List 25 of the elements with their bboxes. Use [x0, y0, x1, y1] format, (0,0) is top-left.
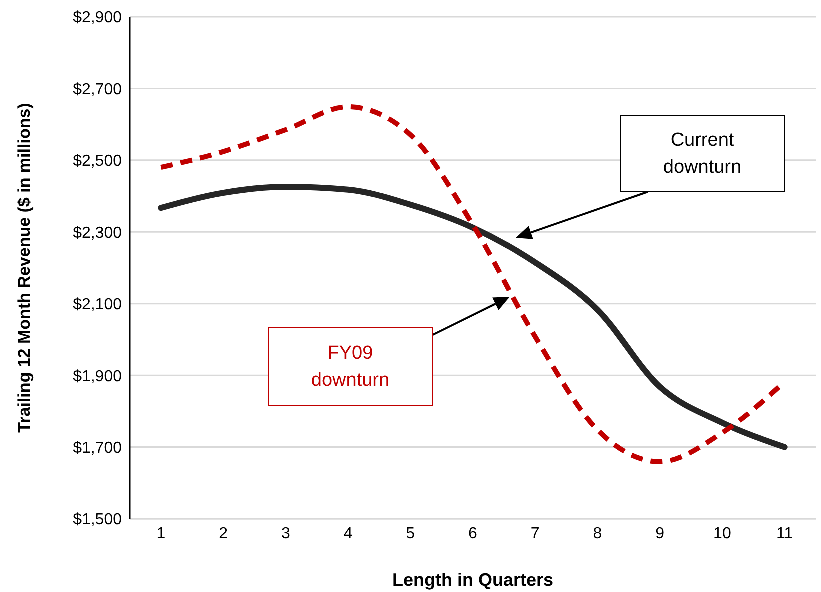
- x-tick-label: 2: [219, 525, 228, 542]
- x-tick-label: 10: [714, 525, 732, 542]
- x-tick-label: 5: [406, 525, 416, 542]
- y-tick-label: $2,500: [73, 153, 122, 170]
- x-tick-label: 3: [281, 525, 290, 542]
- x-tick-label: 7: [530, 525, 540, 542]
- y-tick-label: $1,700: [73, 440, 122, 457]
- y-tick-label: $1,900: [73, 368, 122, 386]
- x-axis-title: Length in Quarters: [392, 570, 554, 590]
- y-tick-label: $1,500: [73, 512, 122, 529]
- y-tick-label: $2,100: [73, 296, 122, 314]
- y-tick-label: $2,900: [73, 10, 122, 27]
- x-tick-label: 4: [344, 525, 353, 542]
- note-box: FY09 downturn: [268, 327, 433, 406]
- x-tick-label: 9: [656, 525, 665, 542]
- annotation: FY09 downturn: [310, 342, 391, 392]
- x-tick-label: 8: [593, 525, 602, 542]
- y-tick-label: $2,300: [73, 224, 122, 242]
- x-tick-label: 11: [776, 525, 794, 542]
- x-tick-label: 6: [468, 525, 478, 542]
- y-tick-label: $2,700: [73, 81, 122, 98]
- y-axis-title: Trailing 12 Month Revenue ($ in millions): [15, 103, 34, 433]
- note-box: Current downturn: [620, 115, 785, 192]
- x-tick-label: 1: [156, 525, 166, 542]
- annotation: Current downturn: [662, 128, 743, 180]
